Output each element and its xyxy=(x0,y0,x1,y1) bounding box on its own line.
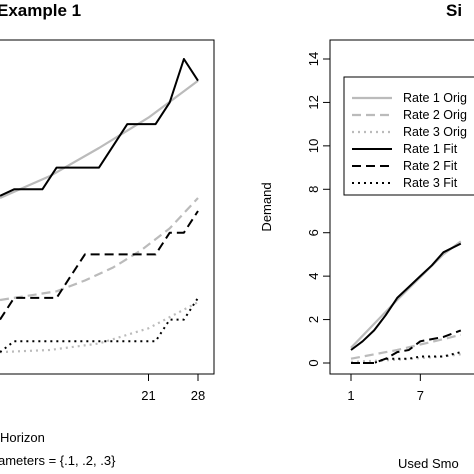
right-y-tick-label: 2 xyxy=(306,316,321,323)
right-x-axis-label: Used Smo xyxy=(398,456,459,471)
left-chart-title: Example 1 xyxy=(0,1,81,20)
left-series-3-original xyxy=(0,301,199,354)
right-series-4-fit xyxy=(350,242,462,351)
left-x-axis: 21 28 xyxy=(141,373,205,403)
right-series-1-original xyxy=(350,240,462,349)
right-x-tick-label: 7 xyxy=(417,388,424,403)
left-series-6-fit xyxy=(0,297,199,353)
right-y-tick-label: 0 xyxy=(306,359,321,366)
legend-box xyxy=(343,76,474,196)
left-series-4-fit xyxy=(0,58,199,197)
legend-label-rate1-fit: Rate 1 Fit xyxy=(403,142,458,156)
legend-keys xyxy=(352,96,392,184)
right-y-axis: 0 2 4 6 8 10 12 14 xyxy=(306,52,331,367)
left-x-axis-sublabel: ameters = {.1, .2, .3} xyxy=(0,453,116,468)
right-y-tick-label: 10 xyxy=(306,139,321,153)
right-y-tick-label: 8 xyxy=(306,186,321,193)
right-series-6-fit xyxy=(351,351,462,364)
left-series-5-fit xyxy=(0,210,199,321)
left-x-axis-label: Horizon xyxy=(0,430,45,445)
legend-label-rate3-orig: Rate 3 Orig xyxy=(403,125,467,139)
right-y-tick-label: 14 xyxy=(306,52,321,66)
left-x-tick-label: 28 xyxy=(191,388,205,403)
right-y-tick-label: 12 xyxy=(306,95,321,109)
right-y-axis-label: Demand xyxy=(259,182,274,231)
left-panel: Example 1 21 28 Horizon ameters = {.1, .2… xyxy=(0,1,215,468)
right-chart-title: Si xyxy=(446,1,462,20)
right-y-tick-label: 4 xyxy=(306,273,321,280)
left-plot-frame xyxy=(0,39,215,375)
right-series-5-fit xyxy=(351,329,462,364)
legend-label-rate2-orig: Rate 2 Orig xyxy=(403,108,467,122)
legend: Rate 1 Orig Rate 2 Orig Rate 3 Orig Rate… xyxy=(343,76,474,196)
legend-label-rate3-fit: Rate 3 Fit xyxy=(403,176,458,190)
left-series-2-original xyxy=(0,197,199,302)
left-x-tick-label: 21 xyxy=(141,388,155,403)
legend-label-rate2-fit: Rate 2 Fit xyxy=(403,159,458,173)
right-series-2-original xyxy=(350,333,462,360)
right-y-tick-label: 6 xyxy=(306,229,321,236)
legend-label-rate1-orig: Rate 1 Orig xyxy=(403,91,467,105)
left-series-group xyxy=(0,58,199,354)
right-series-group xyxy=(350,240,462,364)
right-x-tick-label: 1 xyxy=(347,388,354,403)
left-series-1-original xyxy=(0,79,199,200)
